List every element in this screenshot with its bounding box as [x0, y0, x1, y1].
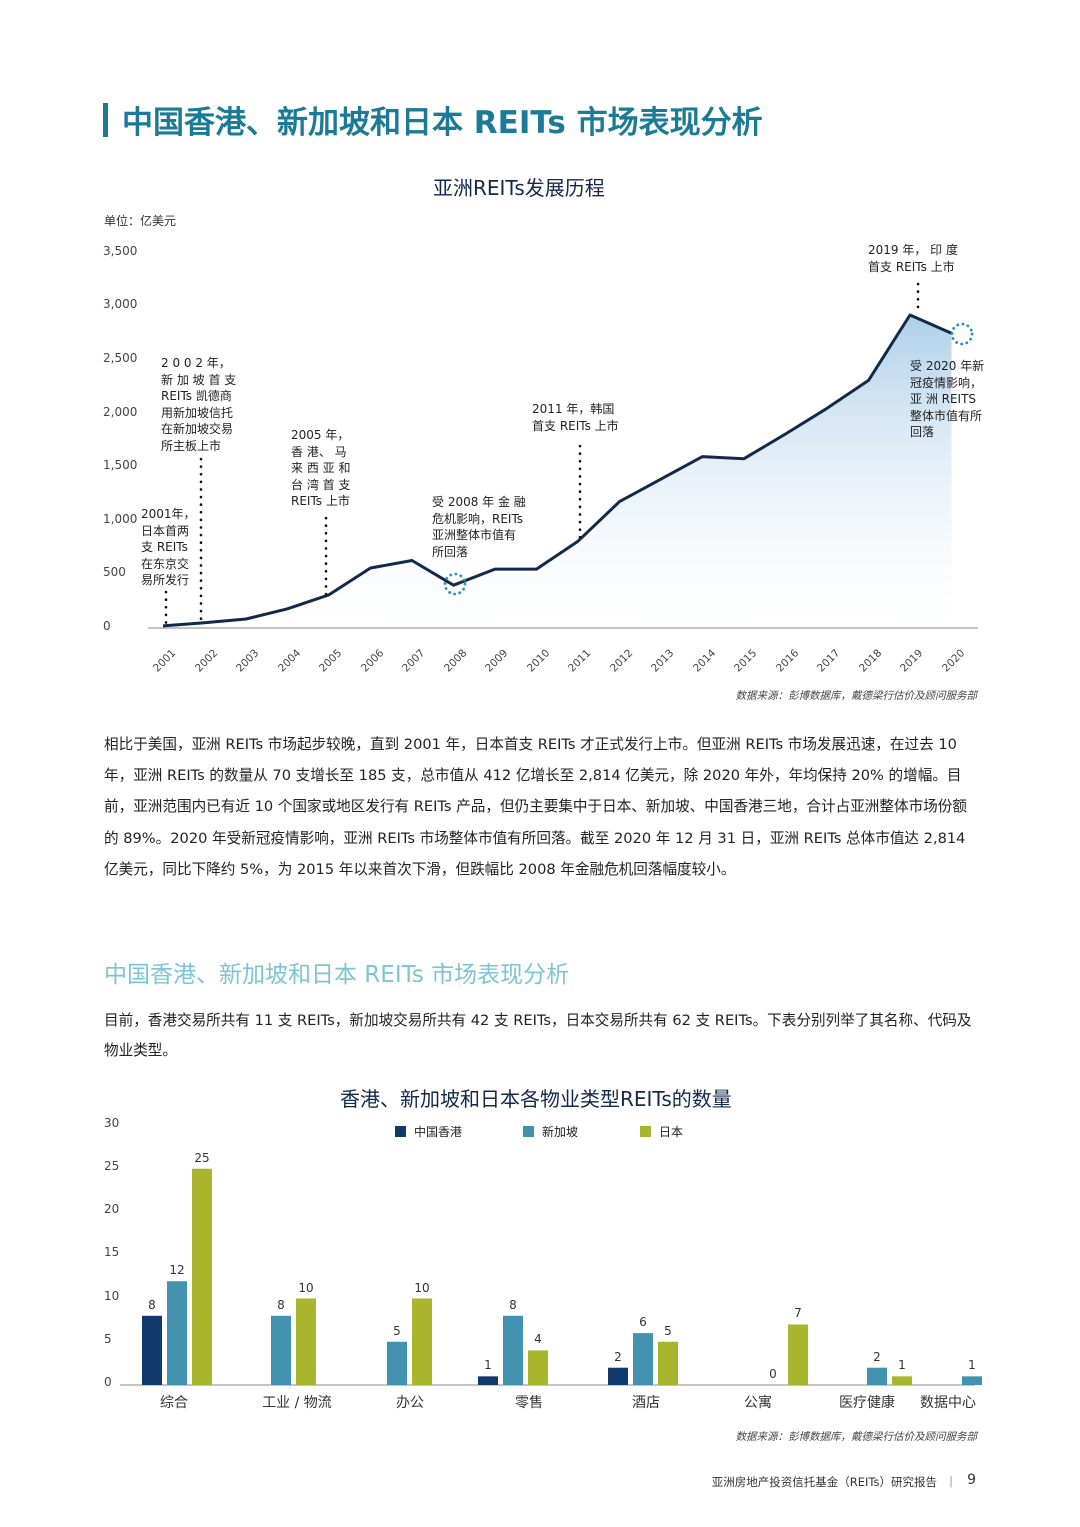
bar-value-label: 2 [614, 1349, 622, 1364]
chart1-title: 亚洲REITs发展历程 [433, 176, 605, 200]
chart2-category-label: 工业 / 物流 [262, 1395, 332, 1411]
bar-value-label: 10 [414, 1280, 430, 1295]
bar-5-2 [788, 1324, 808, 1385]
annotation-2019: 2019 年， 印 度首支 REITs 上市 [868, 243, 958, 274]
chart2-source: 数据来源：彭博数据库，戴德梁行估价及顾问服务部 [735, 1431, 978, 1443]
bar-value-label: 7 [794, 1306, 802, 1321]
chart2-ytick-label: 0 [104, 1375, 112, 1389]
chart2-ytick-label: 25 [104, 1158, 120, 1173]
bar-1-1 [271, 1315, 291, 1385]
bar-value-label: 1 [898, 1358, 906, 1373]
chart2-ytick-label: 5 [104, 1331, 112, 1346]
bar-value-label: 8 [277, 1297, 285, 1312]
chart1-ytick-label: 3,500 [103, 243, 138, 258]
legend-swatch-sg [523, 1126, 534, 1137]
chart1-ytick-label: 1,500 [103, 458, 138, 473]
highlight-circle-2008 [443, 572, 467, 596]
bar-0-2 [192, 1168, 212, 1385]
legend-item-sg: 新加坡 [523, 1123, 578, 1140]
bar-0-1 [167, 1281, 187, 1385]
chart2-bar-plot [120, 1168, 982, 1386]
bar-value-label: 6 [639, 1315, 647, 1330]
bar-value-label: 5 [393, 1323, 401, 1338]
bar-value-label: 25 [194, 1150, 210, 1165]
chart1-unit-label: 单位：亿美元 [104, 214, 177, 228]
annotation-2011: 2011 年，韩国 首支 REITs 上市 [532, 402, 619, 433]
chart1-area-fill [163, 315, 952, 627]
annotation-2008: 受 2008 年 金 融危机影响，REITs 亚洲整体市值有 所回落 [432, 495, 526, 559]
chart1-source: 数据来源：彭博数据库，戴德梁行估价及顾问服务部 [735, 690, 978, 702]
legend-label-hk: 中国香港 [414, 1125, 463, 1139]
chart1-series-line [162, 313, 953, 628]
chart1-ytick-label: 2,000 [103, 404, 138, 419]
footer-separator: | [949, 1474, 953, 1488]
legend-item-jp: 日本 [640, 1123, 683, 1140]
bar-3-0 [478, 1376, 498, 1385]
legend-swatch-jp [640, 1126, 651, 1137]
footer-report-title: 亚洲房地产投资信托基金（REITs）研究报告 [711, 1475, 937, 1489]
chart2-title: 香港、新加坡和日本各物业类型REITs的数量 [340, 1087, 732, 1111]
annotation-2020: 受 2020 年新 冠疫情影响，亚 洲 REITS 整体市值有所 回落 [910, 359, 985, 439]
legend-label-jp: 日本 [659, 1125, 684, 1139]
legend-label-sg: 新加坡 [542, 1125, 579, 1139]
annotation-2002: 2 0 0 2 年，新 加 坡 首 支 REITs 凯德商 用新加坡信托 在新加坡交易… [161, 356, 237, 453]
chart2-category-label: 零售 [515, 1395, 543, 1411]
legend-swatch-hk [395, 1126, 406, 1137]
bar-4-2 [658, 1341, 678, 1385]
section-accent-bar [103, 103, 108, 137]
bar-value-label: 5 [664, 1323, 672, 1338]
chart2-category-label: 酒店 [632, 1395, 660, 1411]
section-title: 中国香港、新加坡和日本 REITs 市场表现分析 [122, 105, 763, 141]
bar-2-2 [412, 1298, 432, 1385]
chart2-category-label: 公寓 [744, 1395, 772, 1411]
bar-value-label: 1 [484, 1358, 492, 1373]
bar-value-label: 4 [534, 1332, 542, 1347]
chart2-category-label: 医疗健康 [839, 1395, 895, 1411]
bar-value-label: 0 [769, 1367, 777, 1381]
highlight-circle-2020 [950, 322, 974, 346]
bar-value-label: 8 [148, 1297, 156, 1312]
annotation-2005: 2005 年，香 港、 马来 西 亚 和台 湾 首 支 REITs 上市 [291, 428, 351, 508]
bar-4-1 [633, 1333, 653, 1385]
chart2-ytick-label: 10 [104, 1288, 120, 1303]
chart1-ytick-label: 0 [103, 619, 111, 633]
bar-6-1 [867, 1367, 887, 1385]
chart2-category-label: 办公 [396, 1395, 424, 1411]
chart2-category-label: 综合 [160, 1395, 188, 1411]
subsection-title: 中国香港、新加坡和日本 REITs 市场表现分析 [104, 962, 570, 988]
bar-value-label: 2 [873, 1349, 881, 1364]
chart1-ytick-label: 2,500 [103, 351, 138, 365]
bar-0-0 [142, 1315, 162, 1385]
bar-6-2 [892, 1376, 912, 1385]
bar-value-label: 1 [968, 1358, 976, 1373]
bar-2-1 [387, 1341, 407, 1385]
chart1-ytick-label: 1,000 [103, 511, 138, 526]
chart1-ytick-label: 3,000 [103, 297, 138, 312]
subsection-intro: 目前，香港交易所共有 11 支 REITs，新加坡交易所共有 42 支 REIT… [104, 1012, 972, 1059]
bar-7-1 [962, 1376, 982, 1385]
bar-1-2 [296, 1298, 316, 1385]
page-number: 9 [967, 1472, 976, 1488]
bar-value-label: 8 [509, 1297, 517, 1312]
bar-4-0 [608, 1367, 628, 1385]
bar-value-label: 12 [169, 1263, 185, 1278]
bar-3-1 [503, 1315, 523, 1385]
chart2-ytick-label: 20 [104, 1202, 120, 1216]
chart1-ytick-label: 500 [103, 565, 126, 580]
chart1-area-plot [148, 282, 978, 629]
chart2-ytick-label: 15 [104, 1245, 120, 1260]
chart2-ytick-label: 30 [104, 1115, 120, 1130]
legend-item-hk: 中国香港 [395, 1123, 462, 1140]
bar-value-label: 10 [298, 1280, 314, 1295]
body-paragraph: 相比于美国，亚洲 REITs 市场起步较晚，直到 2001 年，日本首支 REI… [104, 736, 967, 878]
bar-3-2 [528, 1350, 548, 1385]
chart2-category-label: 数据中心 [920, 1395, 976, 1411]
annotation-2001: 2001年， 日本首两支 REITs 在东京交 易所发行 [141, 507, 196, 587]
